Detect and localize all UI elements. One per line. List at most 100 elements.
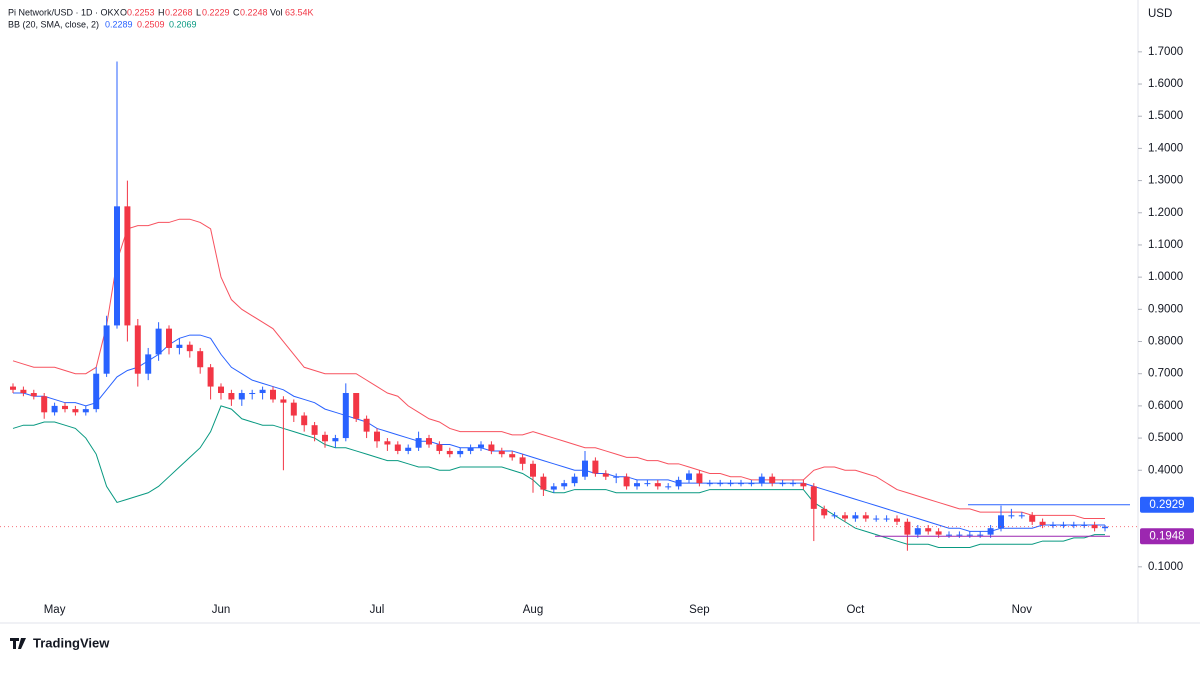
- volume-label: Vol: [270, 7, 283, 17]
- candle-body: [332, 438, 339, 442]
- candle-body: [72, 409, 79, 413]
- y-tick-label: 0.8000: [1148, 336, 1183, 348]
- candle-body: [1018, 515, 1025, 517]
- currency: USD: [1148, 8, 1172, 20]
- candle-body: [842, 515, 848, 519]
- candle-body: [738, 483, 744, 485]
- candle-body: [800, 483, 807, 487]
- candle-body: [852, 515, 859, 519]
- candle-body: [790, 483, 796, 485]
- candle-body: [1081, 524, 1088, 526]
- x-tick-label: Jul: [370, 604, 385, 616]
- y-tick-label: 0.9000: [1148, 303, 1183, 315]
- candle-body: [228, 393, 235, 400]
- high-value: 0.2268: [165, 7, 193, 17]
- candle-body: [280, 399, 287, 403]
- candle-body: [821, 508, 828, 516]
- y-tick-label: 0.7000: [1148, 368, 1183, 380]
- candle-body: [155, 328, 162, 355]
- open-value: 0.2253: [127, 7, 155, 17]
- candle-body: [145, 354, 152, 374]
- candle-body: [810, 486, 817, 509]
- candle-body: [124, 206, 131, 326]
- candle-body: [914, 528, 921, 535]
- x-tick-label: Jun: [212, 604, 231, 616]
- candle-body: [176, 344, 183, 348]
- candle-body: [883, 518, 890, 520]
- candle-body: [987, 528, 994, 535]
- candle-body: [634, 483, 640, 487]
- candle-body: [1008, 515, 1015, 517]
- candle-body: [644, 483, 651, 485]
- candle-body: [498, 450, 505, 455]
- x-tick-label: May: [44, 604, 66, 616]
- candle-body: [717, 483, 724, 485]
- candle-body: [30, 393, 37, 397]
- candle-body: [51, 405, 58, 413]
- candle-body: [998, 515, 1004, 529]
- brand: TradingView: [10, 635, 110, 650]
- close-value: 0.2248: [240, 7, 268, 17]
- candle-body: [353, 393, 360, 419]
- high-label: H: [158, 7, 165, 17]
- candle-body: [748, 483, 755, 485]
- candle-body: [82, 409, 89, 413]
- candle-body: [623, 476, 630, 487]
- y-tick-label: 1.7000: [1148, 46, 1183, 58]
- candle-body: [436, 444, 443, 451]
- indicator-lower: 0.2069: [169, 19, 197, 29]
- x-tick-label: Nov: [1012, 604, 1033, 616]
- candle-body: [904, 521, 911, 535]
- candle-body: [592, 460, 599, 474]
- candle-body: [20, 389, 27, 394]
- y-tick-label: 1.1000: [1148, 239, 1183, 251]
- candle-body: [457, 450, 464, 455]
- candle-body: [831, 515, 838, 517]
- y-tick-label: 1.0000: [1148, 271, 1183, 283]
- y-tick-label: 0.5000: [1148, 432, 1183, 444]
- candle-body: [706, 483, 713, 485]
- candle-body: [966, 534, 973, 536]
- candle-body: [935, 531, 942, 535]
- band-line: [12, 218, 1105, 520]
- candle-body: [290, 402, 297, 416]
- volume-value: 63.54K: [285, 7, 314, 17]
- low-label: L: [196, 7, 201, 17]
- y-tick-label: 1.4000: [1148, 142, 1183, 154]
- candle-body: [322, 434, 328, 442]
- candle-body: [93, 373, 100, 410]
- price-tag-label: 0.1948: [1149, 530, 1184, 542]
- candle-body: [1102, 526, 1108, 529]
- candle-body: [1070, 524, 1077, 526]
- y-tick-label: 0.6000: [1148, 400, 1183, 412]
- candle-body: [342, 393, 349, 439]
- y-tick-label: 1.6000: [1148, 78, 1183, 90]
- open-label: O: [120, 7, 127, 17]
- candle-body: [405, 447, 412, 451]
- indicator-basis: 0.2289: [105, 19, 133, 29]
- candle-body: [446, 450, 453, 455]
- candle-body: [602, 473, 609, 477]
- candle-body: [270, 389, 276, 400]
- logo: [10, 638, 26, 649]
- x-tick-label: Sep: [689, 604, 709, 616]
- candle-body: [363, 418, 370, 432]
- candle-body: [613, 476, 620, 478]
- candle-body: [1050, 524, 1056, 526]
- y-tick-label: 0.4000: [1148, 464, 1183, 476]
- candle-body: [665, 486, 672, 488]
- candle-body: [384, 441, 391, 445]
- candle-body: [582, 460, 588, 477]
- band-line: [12, 405, 1105, 549]
- candle-body: [1060, 524, 1067, 526]
- candle-body: [426, 438, 432, 445]
- indicator-name: BB (20, SMA, close, 2): [8, 19, 99, 29]
- brand-name: TradingView: [33, 635, 110, 650]
- candle-body: [571, 476, 578, 484]
- y-tick-label: 1.3000: [1148, 175, 1183, 187]
- candle-body: [134, 325, 141, 374]
- candle-body: [779, 483, 786, 485]
- close-label: C: [233, 7, 240, 17]
